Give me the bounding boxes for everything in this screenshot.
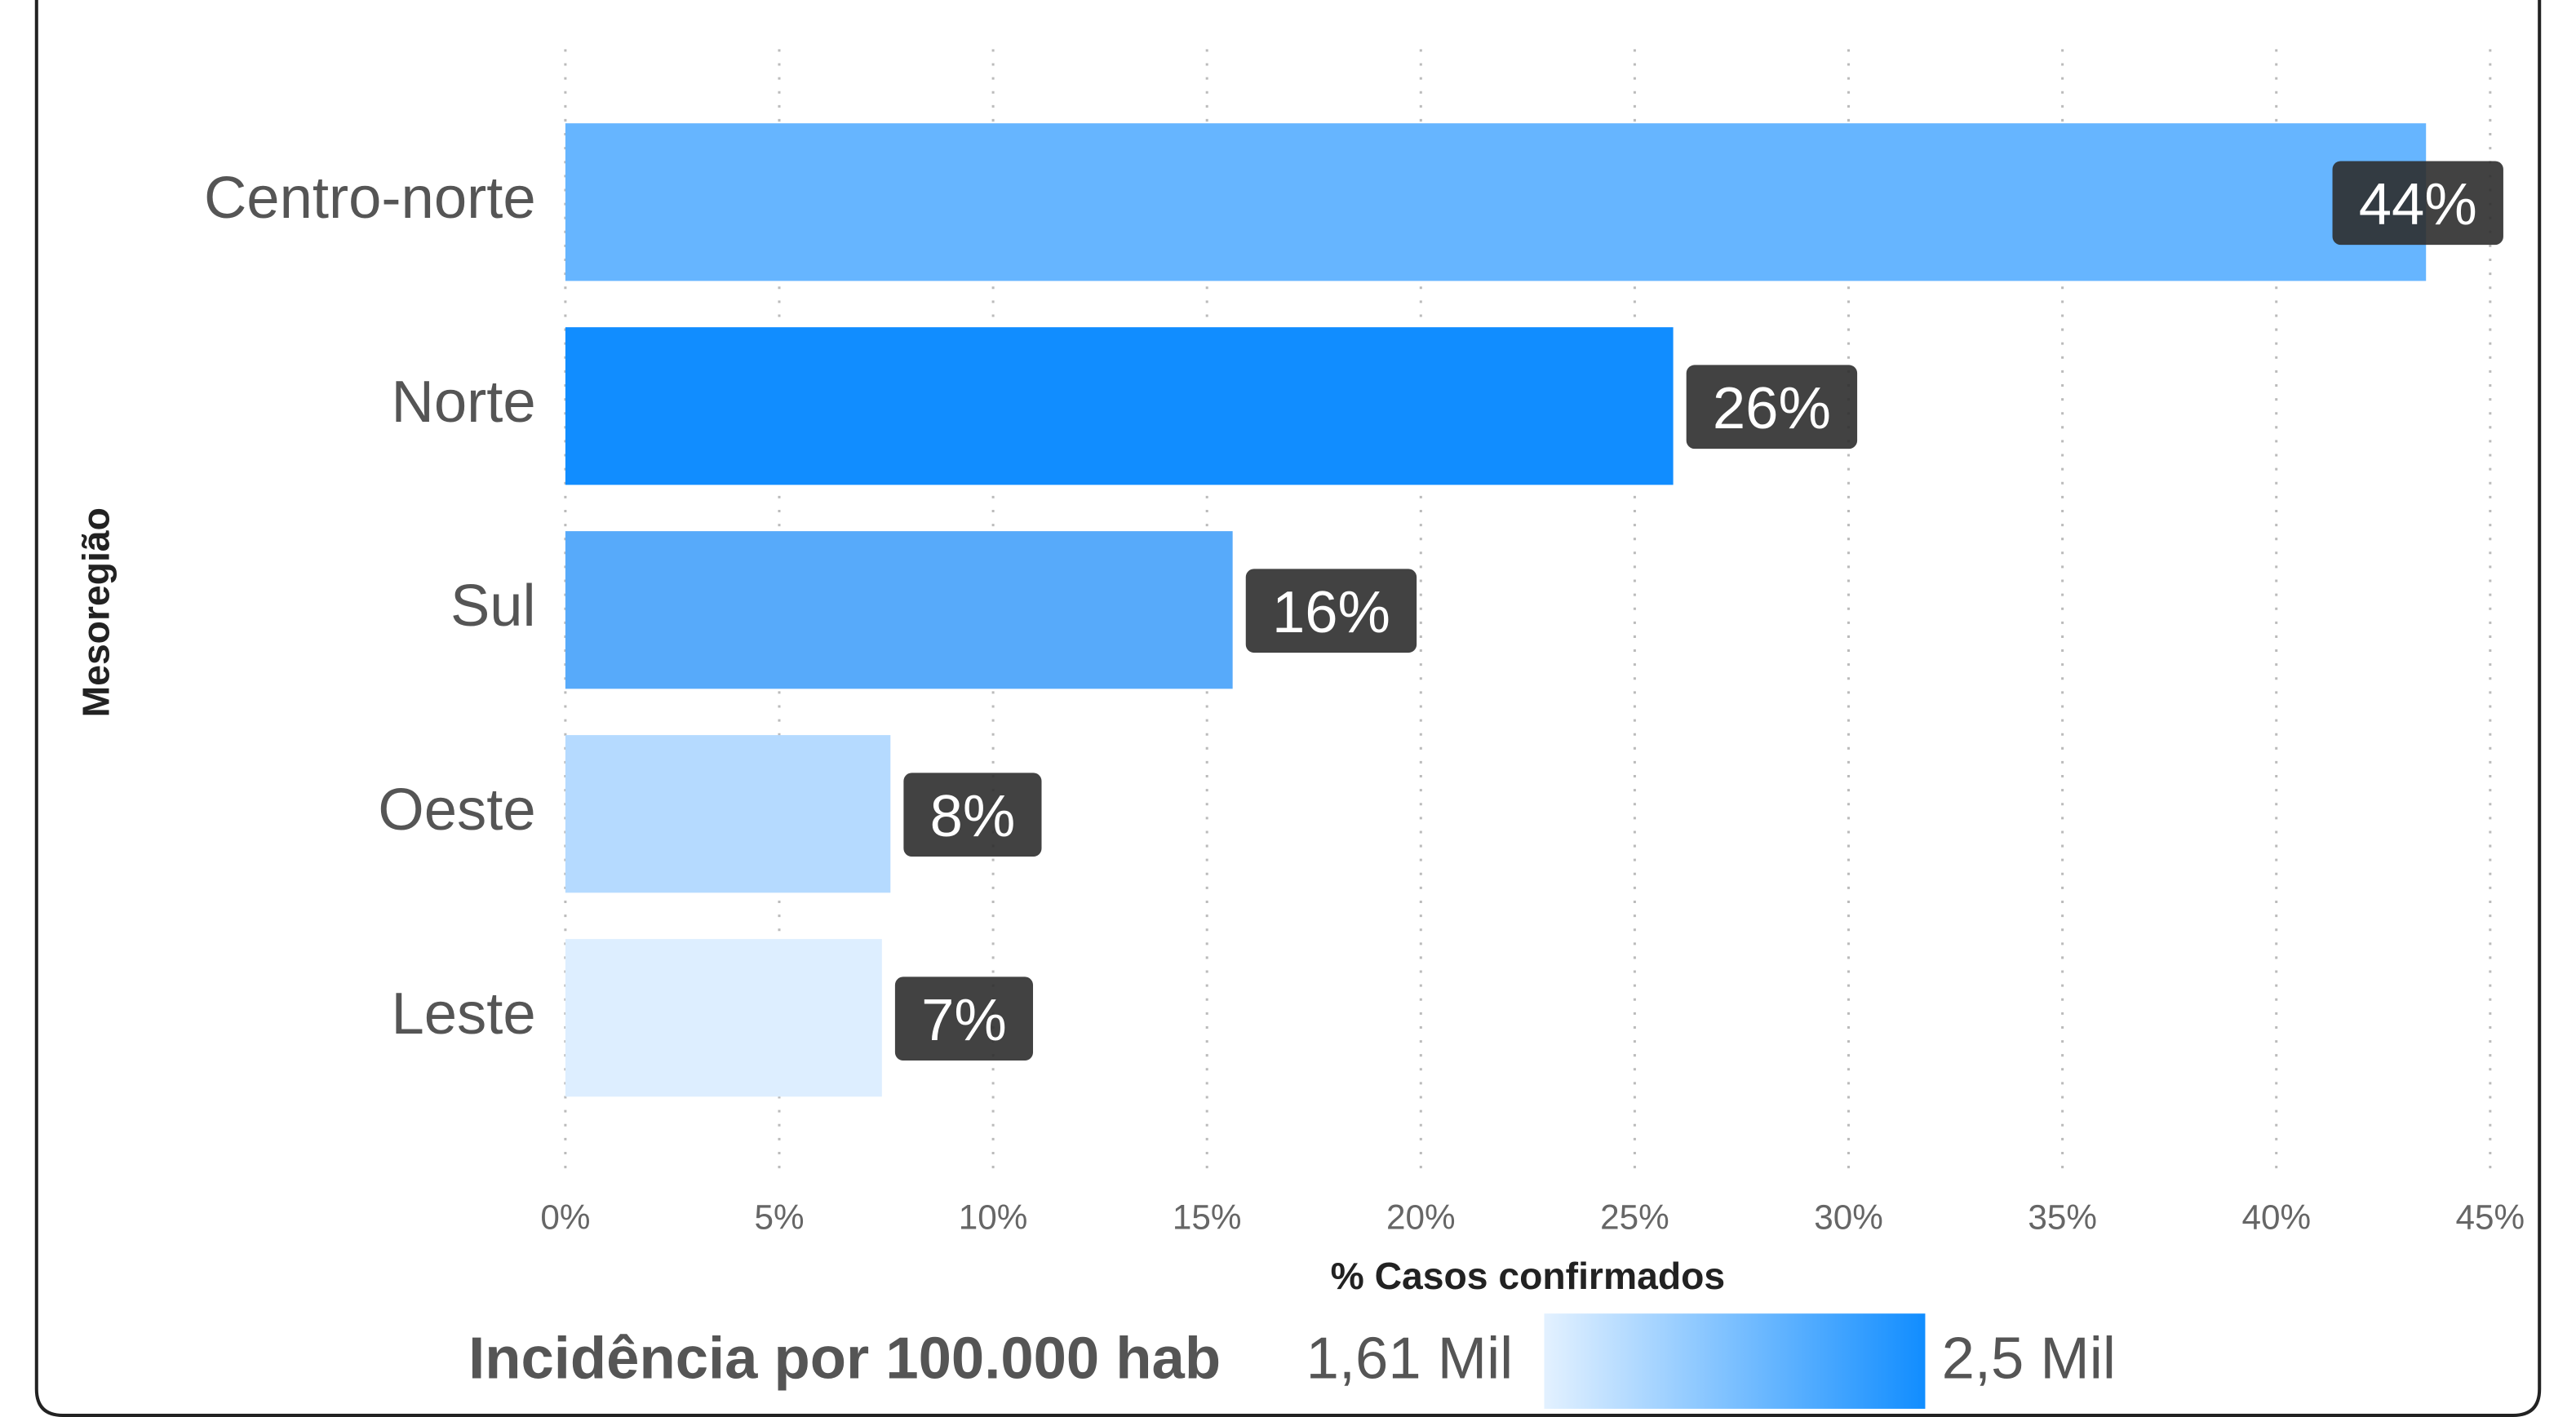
frame xyxy=(34,0,2542,1417)
data-label: 26% xyxy=(1713,375,1831,441)
x-tick-label: 40% xyxy=(2241,1198,2311,1237)
x-tick-label: 5% xyxy=(754,1198,804,1237)
data-label: 16% xyxy=(1272,579,1390,645)
x-tick-label: 0% xyxy=(540,1198,590,1237)
data-label-box xyxy=(2332,161,2503,246)
y-tick-label: Oeste xyxy=(378,777,535,843)
x-tick-label: 20% xyxy=(1386,1198,1456,1237)
bar xyxy=(565,531,1233,689)
x-tick-label: 30% xyxy=(1814,1198,1883,1237)
x-tick-label: 15% xyxy=(1173,1198,1242,1237)
legend-max-label: 2,5 Mil xyxy=(1942,1326,2116,1392)
data-label-box xyxy=(894,976,1034,1061)
x-axis-title: % Casos confirmados xyxy=(1331,1255,1726,1297)
y-axis-title: Mesoregião xyxy=(75,507,117,717)
x-tick-label: 35% xyxy=(2028,1198,2097,1237)
y-tick-label: Sul xyxy=(450,573,536,639)
data-label-box xyxy=(1245,569,1417,653)
data-label: 8% xyxy=(930,783,1016,849)
y-tick-label: Norte xyxy=(392,369,536,435)
legend-min-label: 1,61 Mil xyxy=(1306,1326,1514,1392)
bar xyxy=(565,123,2427,281)
x-tick-label: 10% xyxy=(959,1198,1028,1237)
y-tick-label: Centro-norte xyxy=(204,165,536,231)
data-label: 44% xyxy=(2359,171,2477,237)
color-legend-gradient xyxy=(1544,1313,1926,1409)
x-tick-label: 25% xyxy=(1600,1198,1669,1237)
bar xyxy=(565,735,891,893)
legend-title: Incidência por 100.000 hab xyxy=(468,1326,1221,1392)
y-tick-label: Leste xyxy=(391,981,535,1047)
data-label-box xyxy=(903,773,1042,857)
data-label-box xyxy=(1686,365,1858,449)
x-tick-label: 45% xyxy=(2456,1198,2525,1237)
bar xyxy=(565,327,1674,485)
bar xyxy=(565,939,882,1097)
data-label: 7% xyxy=(921,987,1007,1053)
